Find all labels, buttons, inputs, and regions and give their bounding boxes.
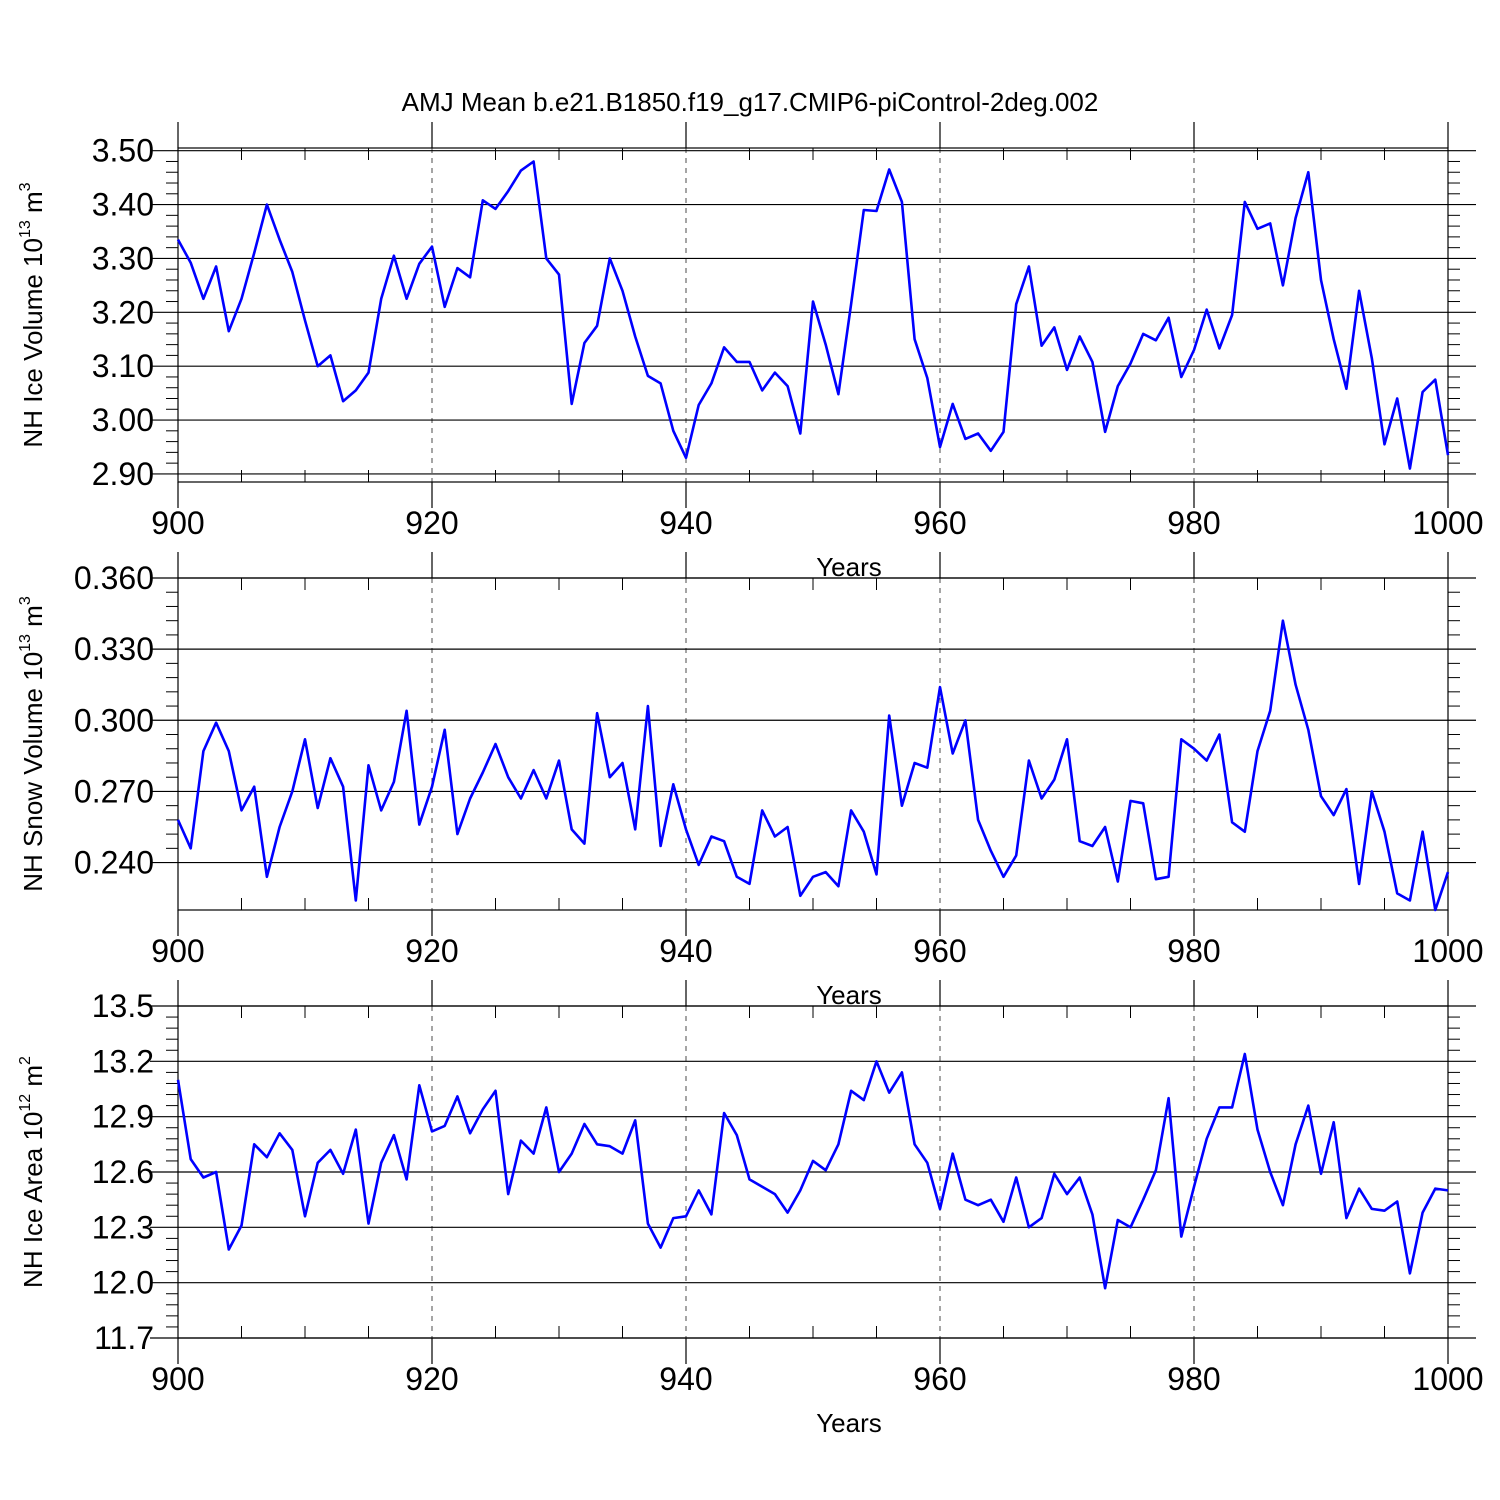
y-tick-label: 3.10 [92, 348, 154, 384]
y-tick-label: 12.6 [92, 1154, 154, 1190]
y-tick-label: 3.50 [92, 133, 154, 169]
panel-2: 0.240 0.270 0.300 0.330 0.360 900 920 940 960 980… [17, 552, 1484, 1010]
y-tick-label: 0.300 [74, 702, 154, 738]
y-tick-label: 3.40 [92, 187, 154, 223]
x-axis-label: Years [816, 980, 882, 1010]
y-tick-label: 13.5 [92, 988, 154, 1024]
y-tick-label: 0.330 [74, 631, 154, 667]
x-tick-label: 980 [1167, 505, 1220, 541]
series-line [176, 160, 1450, 470]
x-tick-label: 940 [659, 505, 712, 541]
figure-title: AMJ Mean b.e21.B1850.f19_g17.CMIP6-piCon… [402, 87, 1099, 117]
x-tick-label: 940 [659, 933, 712, 969]
x-tick-label: 920 [405, 1361, 458, 1397]
y-tick-label: 12.0 [92, 1265, 154, 1301]
x-tick-label: 900 [151, 1361, 204, 1397]
y-tick-label: 0.360 [74, 560, 154, 596]
panels: 2.90 3.00 3.10 3.20 3.30 3.40 3.50 900 920 940 960… [17, 122, 1484, 1438]
x-tick-label: 1000 [1412, 505, 1483, 541]
x-tick-label: 940 [659, 1361, 712, 1397]
series-line [176, 619, 1450, 912]
y-axis-label: NH Snow Volume 1013 m3 [17, 596, 48, 892]
x-tick-label: 900 [151, 505, 204, 541]
x-tick-label: 920 [405, 933, 458, 969]
y-tick-label: 12.9 [92, 1099, 154, 1135]
y-axis-label: NH Ice Volume 1013 m3 [17, 182, 48, 447]
y-tick-label: 3.30 [92, 240, 154, 276]
plot-frame [177, 577, 1449, 911]
panel-1: 2.90 3.00 3.10 3.20 3.30 3.40 3.50 900 920 940 960… [17, 122, 1484, 582]
y-tick-label: 2.90 [92, 456, 154, 492]
x-axis-label: Years [816, 1408, 882, 1438]
y-tick-label: 3.00 [92, 402, 154, 438]
y-tick-label: 3.20 [92, 294, 154, 330]
series-line [176, 1052, 1449, 1290]
x-tick-label: 920 [405, 505, 458, 541]
y-tick-label: 13.2 [92, 1043, 154, 1079]
y-tick-label: 11.7 [94, 1320, 154, 1356]
x-axis-label: Years [816, 552, 882, 582]
x-tick-label: 980 [1167, 933, 1220, 969]
y-axis-label: NH Ice Area 1012 m2 [17, 1056, 48, 1288]
y-tick-label: 0.240 [74, 845, 154, 881]
x-tick-label: 900 [151, 933, 204, 969]
x-tick-label: 960 [913, 933, 966, 969]
x-tick-label: 1000 [1412, 1361, 1483, 1397]
panel-3: 11.7 12.0 12.3 12.6 12.9 13.2 13.5 900 920 940 960… [17, 980, 1484, 1438]
y-tick-label: 0.270 [74, 773, 154, 809]
x-tick-label: 960 [913, 505, 966, 541]
x-tick-label: 1000 [1412, 933, 1483, 969]
x-tick-label: 960 [913, 1361, 966, 1397]
x-tick-label: 980 [1167, 1361, 1220, 1397]
y-tick-label: 12.3 [92, 1209, 154, 1245]
